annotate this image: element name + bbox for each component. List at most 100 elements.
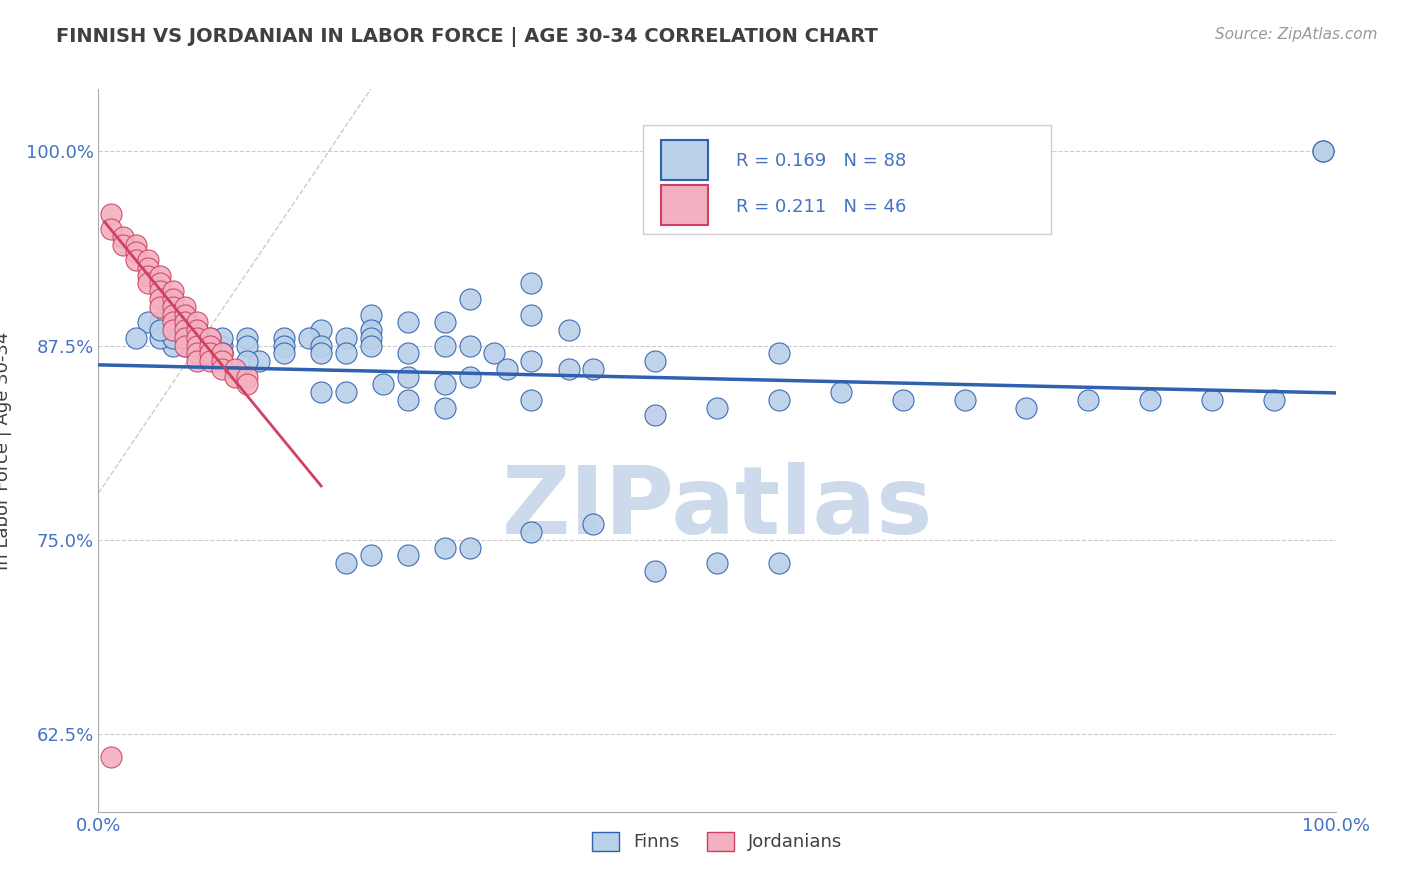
Point <box>174 338 197 352</box>
Point <box>136 277 159 291</box>
Point <box>149 331 172 345</box>
Point <box>198 331 221 345</box>
Point <box>112 229 135 244</box>
Point <box>360 323 382 337</box>
Text: R = 0.211   N = 46: R = 0.211 N = 46 <box>735 198 905 216</box>
Point <box>360 308 382 322</box>
Point <box>186 338 208 352</box>
Point <box>644 354 666 368</box>
Point <box>433 401 456 415</box>
Point <box>371 377 394 392</box>
Point <box>174 338 197 352</box>
Point <box>396 392 419 407</box>
Point <box>1015 401 1038 415</box>
Point <box>186 315 208 329</box>
Point <box>149 315 172 329</box>
Point <box>1139 392 1161 407</box>
Point <box>557 323 579 337</box>
Text: FINNISH VS JORDANIAN IN LABOR FORCE | AGE 30-34 CORRELATION CHART: FINNISH VS JORDANIAN IN LABOR FORCE | AG… <box>56 27 879 46</box>
Point <box>186 338 208 352</box>
Point <box>706 401 728 415</box>
Point <box>236 354 259 368</box>
Point <box>891 392 914 407</box>
Point <box>433 541 456 555</box>
Point <box>484 346 506 360</box>
Point <box>186 338 208 352</box>
Point <box>433 315 456 329</box>
Text: Source: ZipAtlas.com: Source: ZipAtlas.com <box>1215 27 1378 42</box>
Point <box>458 369 481 384</box>
Point <box>520 277 543 291</box>
Point <box>211 354 233 368</box>
Point <box>112 237 135 252</box>
Point <box>309 338 332 352</box>
Point <box>124 237 146 252</box>
Point <box>198 354 221 368</box>
Point <box>162 308 184 322</box>
Point <box>236 331 259 345</box>
Point <box>198 346 221 360</box>
Point <box>273 346 295 360</box>
Point <box>273 338 295 352</box>
Point <box>186 331 208 345</box>
Point <box>360 549 382 563</box>
Point <box>520 524 543 539</box>
Point <box>309 346 332 360</box>
Point <box>124 331 146 345</box>
Point <box>186 346 208 360</box>
Text: ZIPatlas: ZIPatlas <box>502 462 932 554</box>
Y-axis label: In Labor Force | Age 30-34: In Labor Force | Age 30-34 <box>0 331 11 570</box>
Point <box>953 392 976 407</box>
Point <box>1312 145 1334 159</box>
Point <box>520 354 543 368</box>
Point <box>136 260 159 275</box>
Point <box>335 556 357 570</box>
Point <box>100 206 122 220</box>
Point <box>298 331 321 345</box>
Point <box>162 338 184 352</box>
Point <box>162 284 184 298</box>
Point <box>396 549 419 563</box>
Point <box>211 338 233 352</box>
Point <box>162 331 184 345</box>
Point <box>458 338 481 352</box>
Point <box>830 385 852 400</box>
Point <box>458 292 481 306</box>
Point <box>174 315 197 329</box>
Point <box>186 323 208 337</box>
Point <box>768 556 790 570</box>
Point <box>557 362 579 376</box>
Point <box>495 362 517 376</box>
Point <box>149 284 172 298</box>
Point <box>1201 392 1223 407</box>
Point <box>458 541 481 555</box>
Point <box>149 268 172 283</box>
Point <box>211 346 233 360</box>
Point <box>1077 392 1099 407</box>
Point <box>162 315 184 329</box>
Point <box>582 517 605 532</box>
Point <box>768 392 790 407</box>
Point <box>174 323 197 337</box>
Point <box>236 377 259 392</box>
Point <box>198 331 221 345</box>
Legend: Finns, Jordanians: Finns, Jordanians <box>582 823 852 861</box>
Point <box>360 331 382 345</box>
Point <box>174 308 197 322</box>
Point <box>520 308 543 322</box>
Point <box>186 323 208 337</box>
Point <box>582 362 605 376</box>
Point <box>433 377 456 392</box>
Point <box>211 362 233 376</box>
Point <box>335 385 357 400</box>
Point <box>236 338 259 352</box>
Point <box>174 300 197 314</box>
Point <box>149 277 172 291</box>
Point <box>247 354 270 368</box>
Point <box>1312 145 1334 159</box>
Point <box>335 331 357 345</box>
Text: R = 0.169   N = 88: R = 0.169 N = 88 <box>735 153 905 170</box>
Point <box>360 338 382 352</box>
Point <box>136 315 159 329</box>
Point <box>198 338 221 352</box>
